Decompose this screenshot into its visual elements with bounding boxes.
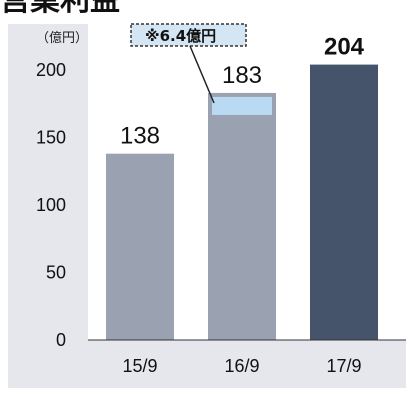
x-tick-label: 17/9 bbox=[326, 356, 361, 376]
callout-box bbox=[130, 23, 247, 47]
bar-value-label: 204 bbox=[324, 34, 365, 61]
bar-segment-highlight bbox=[212, 96, 272, 115]
y-axis-ticks: 0 50 100 150 200 bbox=[36, 60, 66, 350]
bars-group bbox=[106, 64, 378, 340]
y-tick-label: 50 bbox=[46, 263, 66, 283]
x-tick-label: 15/9 bbox=[122, 356, 157, 376]
callout-leader-line bbox=[189, 45, 215, 104]
callout-text: ※6.4億円 bbox=[145, 27, 216, 45]
x-tick-label: 16/9 bbox=[224, 356, 259, 376]
unit-label: （億円） bbox=[36, 30, 88, 46]
bar-15-9 bbox=[106, 153, 174, 340]
x-axis-ticks: 15/9 16/9 17/9 bbox=[122, 356, 361, 376]
bar-17-9 bbox=[310, 64, 378, 340]
y-tick-label: 150 bbox=[36, 128, 66, 148]
chart-title: 営業利益 bbox=[0, 0, 120, 18]
y-tick-label: 100 bbox=[36, 195, 66, 215]
annotation-callout: ※6.4億円 bbox=[130, 23, 247, 104]
y-tick-label: 200 bbox=[36, 60, 66, 80]
bar-16-9 bbox=[208, 92, 276, 340]
bar-value-label: 183 bbox=[222, 62, 262, 89]
bar-value-label: 138 bbox=[120, 123, 160, 150]
bar-labels-group: 138 183 204 bbox=[120, 34, 365, 150]
y-tick-label: 0 bbox=[56, 330, 66, 350]
